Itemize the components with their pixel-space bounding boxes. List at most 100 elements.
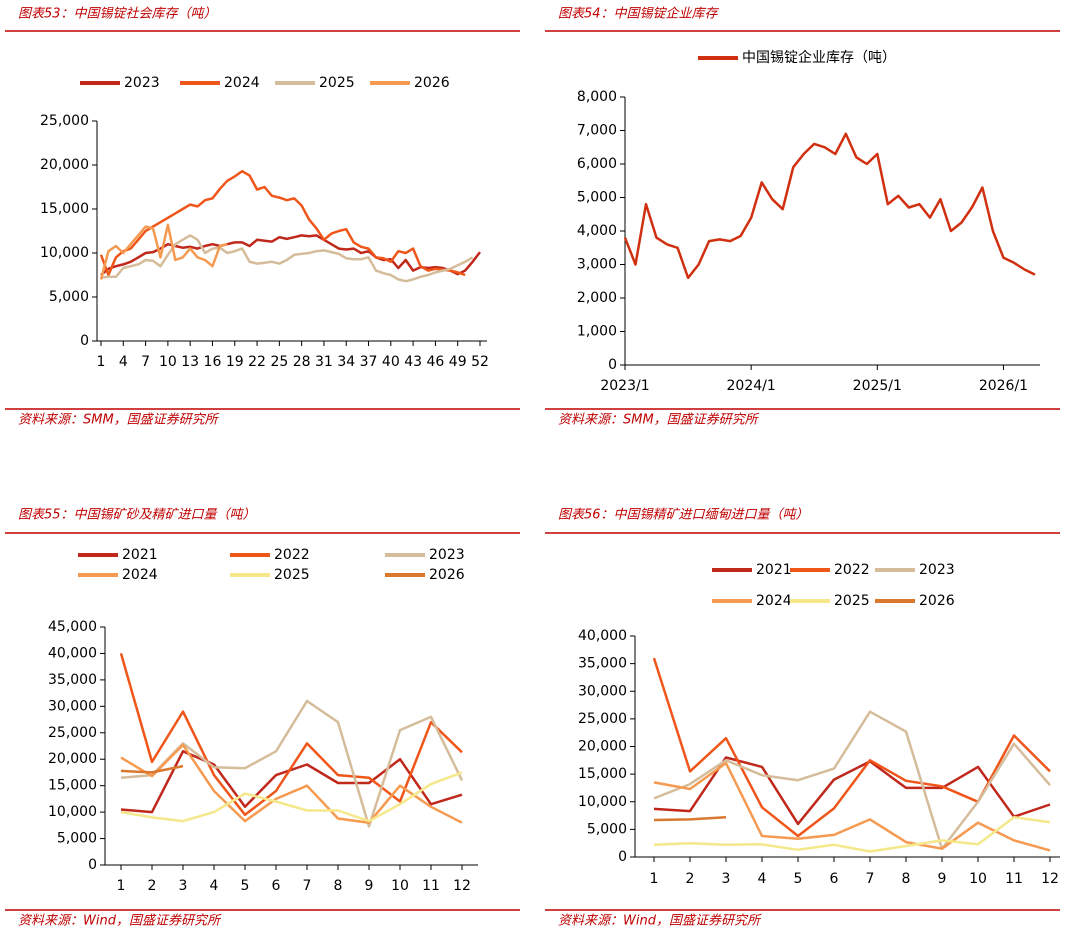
y-tick-label: 5,000 — [57, 831, 97, 847]
series-line — [100, 234, 474, 283]
x-tick-label: 6 — [272, 878, 281, 894]
x-tick-label: 13 — [181, 354, 199, 370]
chart-source: 资料来源：SMM，国盛证券研究所 — [558, 412, 760, 428]
x-tick-label: 49 — [449, 354, 467, 370]
x-tick-label: 2 — [148, 878, 157, 894]
x-tick-label: 2025/1 — [853, 378, 902, 394]
x-tick-label: 7 — [303, 878, 312, 894]
x-tick-label: 2 — [686, 871, 695, 887]
legend-label: 2021 — [756, 562, 792, 578]
series-line — [99, 169, 466, 277]
x-tick-label: 10 — [159, 354, 177, 370]
legend-label: 2023 — [124, 75, 160, 91]
y-tick-label: 15,000 — [578, 766, 627, 782]
x-tick-label: 1 — [650, 871, 659, 887]
x-tick-label: 28 — [293, 354, 311, 370]
y-tick-label: 35,000 — [578, 656, 627, 672]
series-line — [120, 743, 463, 824]
y-tick-label: 5,000 — [577, 190, 617, 206]
y-tick-label: 30,000 — [48, 698, 97, 714]
x-tick-label: 2026/1 — [979, 378, 1028, 394]
legend-label: 2026 — [919, 593, 955, 609]
y-tick-label: 8,000 — [577, 89, 617, 105]
y-tick-label: 10,000 — [48, 804, 97, 820]
x-tick-label: 31 — [315, 354, 333, 370]
y-tick-label: 0 — [618, 849, 627, 865]
legend-label: 2021 — [122, 547, 158, 563]
x-tick-label: 37 — [360, 354, 378, 370]
y-tick-label: 30,000 — [578, 683, 627, 699]
y-tick-label: 35,000 — [48, 672, 97, 688]
series-line — [120, 764, 184, 774]
legend-label: 2025 — [274, 567, 310, 583]
legend-label: 2024 — [756, 593, 792, 609]
x-tick-label: 10 — [969, 871, 987, 887]
x-tick-label: 10 — [391, 878, 409, 894]
y-tick-label: 10,000 — [40, 245, 89, 261]
y-tick-label: 20,000 — [48, 751, 97, 767]
series-line — [120, 750, 463, 814]
series-line — [652, 657, 1051, 838]
y-tick-label: 25,000 — [578, 711, 627, 727]
y-tick-label: 7,000 — [577, 123, 617, 139]
x-tick-label: 6 — [830, 871, 839, 887]
x-tick-label: 3 — [722, 871, 731, 887]
x-tick-label: 5 — [794, 871, 803, 887]
y-tick-label: 3,000 — [577, 257, 617, 273]
y-tick-label: 5,000 — [587, 821, 627, 837]
y-tick-label: 5,000 — [49, 289, 89, 305]
x-tick-label: 1 — [117, 878, 126, 894]
chart-source: 资料来源：Wind，国盛证券研究所 — [18, 913, 222, 929]
x-tick-label: 19 — [226, 354, 244, 370]
legend-label: 2025 — [834, 593, 870, 609]
x-tick-label: 7 — [866, 871, 875, 887]
x-tick-label: 43 — [404, 354, 422, 370]
chart-source: 资料来源：SMM，国盛证券研究所 — [18, 412, 220, 428]
x-tick-label: 40 — [382, 354, 400, 370]
chart-title: 图表53：中国锡锭社会库存（吨） — [18, 6, 217, 22]
chart-source: 资料来源：Wind，国盛证券研究所 — [558, 913, 762, 929]
chart-title: 图表55：中国锡矿砂及精矿进口量（吨） — [18, 507, 256, 523]
legend-label: 2024 — [122, 567, 158, 583]
y-tick-label: 10,000 — [578, 794, 627, 810]
series-line — [653, 815, 727, 822]
y-tick-label: 6,000 — [577, 156, 617, 172]
x-tick-label: 4 — [119, 354, 128, 370]
x-tick-label: 9 — [938, 871, 947, 887]
y-tick-label: 2,000 — [577, 290, 617, 306]
y-tick-label: 15,000 — [40, 201, 89, 217]
x-tick-label: 12 — [1041, 871, 1059, 887]
series-line — [99, 223, 228, 280]
y-tick-label: 25,000 — [40, 113, 89, 129]
y-tick-label: 40,000 — [578, 628, 627, 644]
x-tick-label: 25 — [270, 354, 288, 370]
series-line — [653, 710, 1051, 850]
x-tick-label: 2024/1 — [727, 378, 776, 394]
y-tick-label: 4,000 — [577, 223, 617, 239]
x-tick-label: 34 — [337, 354, 355, 370]
x-tick-label: 8 — [902, 871, 911, 887]
x-tick-label: 5 — [241, 878, 250, 894]
y-tick-label: 20,000 — [40, 157, 89, 173]
series-line — [653, 761, 1051, 852]
x-tick-label: 1 — [97, 354, 106, 370]
x-tick-label: 2023/1 — [600, 378, 649, 394]
x-tick-label: 3 — [179, 878, 188, 894]
legend-label: 中国锡锭企业库存（吨） — [742, 49, 896, 66]
chart-title: 图表54：中国锡锭企业库存 — [558, 6, 720, 22]
y-tick-label: 0 — [88, 857, 97, 873]
legend-label: 2022 — [274, 547, 310, 563]
legend-label: 2026 — [414, 75, 450, 91]
x-tick-label: 16 — [204, 354, 222, 370]
legend-label: 2023 — [429, 547, 465, 563]
series-line — [119, 653, 463, 817]
y-tick-label: 45,000 — [48, 619, 97, 635]
y-tick-label: 1,000 — [577, 324, 617, 340]
series-line — [623, 132, 1036, 280]
legend-label: 2023 — [919, 562, 955, 578]
x-tick-label: 52 — [471, 354, 489, 370]
x-tick-label: 11 — [1005, 871, 1023, 887]
y-tick-label: 40,000 — [48, 645, 97, 661]
x-tick-label: 8 — [334, 878, 343, 894]
